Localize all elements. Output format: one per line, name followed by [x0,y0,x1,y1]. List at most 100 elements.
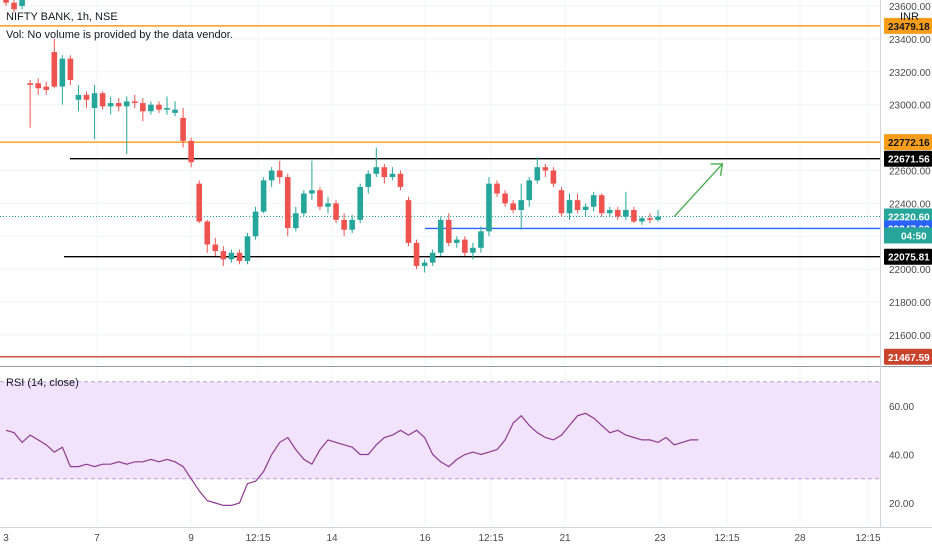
candle-up [365,173,372,187]
candle-up [293,213,299,229]
candle-up [252,211,259,237]
candles-layer [3,0,724,273]
time-tick-label: 12:15 [714,533,739,544]
price-tick-label: 23000.00 [889,101,931,112]
candle-up [75,94,82,100]
candle-up [623,209,629,217]
countdown-label: 04:50 [901,231,927,242]
candle-down [341,219,347,230]
time-tick-label: 21 [559,533,571,544]
time-tick-label: 16 [419,533,431,544]
candle-up [486,183,492,232]
price-tag-label-black-bottom: 22075.81 [888,253,930,264]
candle-down [132,101,138,104]
candle-up [606,209,613,214]
rsi-tick-label: 60.00 [889,402,914,413]
candle-down [542,167,549,171]
rsi-band [0,381,880,479]
candle-up [590,195,597,207]
candle-up [582,206,589,210]
symbol-title: NIFTY BANK, 1h, NSE [6,11,118,23]
candle-down [445,219,452,243]
candle-down [413,242,420,266]
candle-down [647,218,653,220]
candle-down [51,52,58,87]
candle-up [349,219,355,230]
candle-up [164,107,170,110]
candle-up [454,239,460,243]
candle-down [180,117,186,141]
candle-down [83,94,90,100]
candle-up [123,101,130,107]
time-tick-label: 9 [188,533,194,544]
price-tag-label-black-top: 22671.56 [888,155,930,166]
candle-down [317,190,323,207]
rsi-title: RSI (14, close) [6,377,79,389]
candle-up [639,218,645,222]
candle-up [437,219,444,253]
rsi-tick-label: 40.00 [889,451,914,462]
candle-down [276,170,283,178]
price-tick-label: 23200.00 [889,68,931,79]
candle-up [325,203,331,207]
candle-up [59,58,66,87]
time-tick-label: 28 [794,533,806,544]
candle-down [510,203,516,210]
candle-up [373,167,380,174]
candle-down [236,252,243,261]
time-tick-label: 7 [94,533,100,544]
price-tag-orange-mid [884,134,932,151]
candle-down [381,167,388,178]
candle-down [11,2,17,10]
price-tag-orange-top [884,17,932,34]
candle-down [196,183,202,222]
candle-up [309,190,315,194]
candle-down [220,251,227,260]
time-tick-label: 12:15 [478,533,503,544]
time-tick-label: 14 [326,533,338,544]
candle-down [284,177,291,229]
price-tag-label-last: 22320.60 [888,212,930,223]
candle-down [405,200,412,243]
candle-up [107,103,114,107]
candle-up [260,180,267,212]
price-tick-label: 21800.00 [889,298,931,309]
price-tick-label: 22600.00 [889,167,931,178]
candle-up [429,252,436,263]
rsi-line [5,412,699,506]
candle-down [35,83,41,89]
candle-down [67,58,74,81]
candle-up [534,167,541,181]
price-tag-label-orange-top: 23479.18 [888,22,930,33]
candle-up [566,200,573,214]
candle-down [462,239,468,253]
candle-up [526,180,533,201]
price-tag-label-red-bottom: 21467.59 [888,353,930,364]
candle-down [574,200,581,210]
candle-down [188,140,194,163]
candle-up [518,200,524,210]
currency-label: INR [900,11,919,23]
candle-down [156,104,162,110]
candle-down [502,193,508,204]
candle-down [3,0,9,3]
price-tick-label: 23600.00 [889,2,931,13]
candle-down [212,244,219,252]
projection-arrow [673,163,723,218]
candle-up [91,93,98,108]
candle-up [228,252,235,260]
price-tick-label: 23400.00 [889,35,931,46]
price-tag-label-orange-mid: 22772.16 [888,138,930,149]
candle-down [27,83,33,85]
candle-down [494,183,500,194]
price-tag-red-bottom [884,348,932,365]
price-tag-black-top [884,150,932,167]
candle-up [19,0,25,6]
time-tick-label: 23 [654,533,666,544]
candle-up [421,262,428,266]
candle-down [615,209,621,217]
candle-down [598,195,605,214]
countdown-tag [884,227,932,244]
